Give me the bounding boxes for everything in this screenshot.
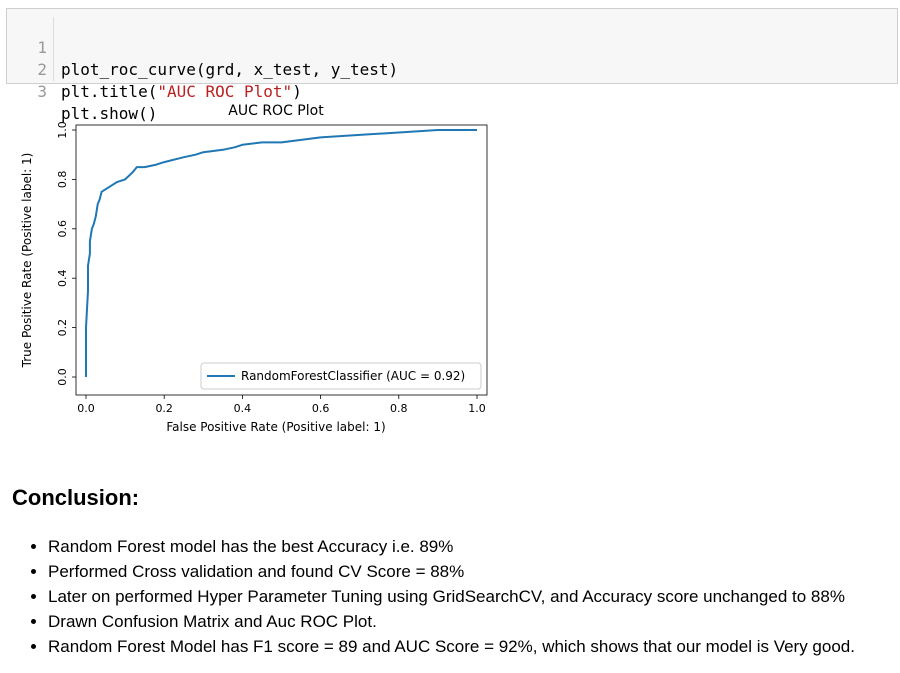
list-item: Drawn Confusion Matrix and Auc ROC Plot. [48, 609, 892, 634]
y-tick-label: 0.8 [56, 171, 69, 189]
conclusion-list: Random Forest model has the best Accurac… [12, 534, 892, 659]
x-axis-label: False Positive Rate (Positive label: 1) [166, 420, 385, 434]
code-text: plot_roc_curve(grd, x_test, y_test) [61, 60, 399, 79]
roc-chart: AUC ROC Plot 0.0 0.2 0.4 0.6 0.8 1.0 0.0 0.2 0.4… [20, 103, 488, 434]
y-axis-label: True Positive Rate (Positive label: 1) [20, 153, 34, 369]
y-tick-label: 0.2 [56, 319, 69, 337]
code-line-1: 1 plot_roc_curve(grd, x_test, y_test) [7, 15, 398, 79]
x-tick-label: 1.0 [468, 402, 486, 415]
code-line-2: 2 plt.title("AUC ROC Plot") [7, 37, 301, 101]
x-tick-label: 0.0 [77, 402, 95, 415]
list-item: Later on performed Hyper Parameter Tunin… [48, 584, 892, 609]
series-line-0 [85, 129, 477, 377]
code-close-paren: ) [292, 82, 302, 101]
code-string: "AUC ROC Plot" [157, 82, 293, 101]
list-item: Performed Cross validation and found CV … [48, 559, 892, 584]
code-call: plt.title( [61, 82, 158, 101]
x-tick-label: 0.6 [312, 402, 330, 415]
x-tick-label: 0.4 [234, 402, 252, 415]
line-number-gutter-divider [53, 17, 54, 81]
markdown-cell: Conclusion: Random Forest model has the … [12, 485, 892, 659]
x-tick-label: 0.8 [390, 402, 408, 415]
y-tick-label: 1.0 [56, 121, 69, 139]
chart-title: AUC ROC Plot [228, 103, 324, 119]
code-text: plt.title("AUC ROC Plot") [61, 81, 302, 103]
line-number: 2 [37, 60, 47, 79]
legend-box [200, 362, 482, 390]
conclusion-heading: Conclusion: [12, 485, 140, 510]
legend-label: RandomForestClassifier (AUC = 0.92) [241, 369, 465, 383]
code-text: plt.show() [61, 104, 158, 123]
list-item: Random Forest model has the best Accurac… [48, 534, 892, 559]
line-number: 1 [37, 38, 47, 57]
code-line-3: 3 plt.show() [7, 59, 157, 123]
y-tick-label: 0.4 [56, 269, 69, 287]
plot-frame [75, 124, 488, 396]
legend: RandomForestClassifier (AUC = 0.92) [200, 362, 482, 390]
cell-output: AUC ROC Plot 0.0 0.2 0.4 0.6 0.8 1.0 0.0 0.2 0.4… [10, 95, 490, 440]
y-tick-label: 0.0 [56, 368, 69, 386]
y-tick-label: 0.6 [56, 220, 69, 238]
x-tick-label: 0.2 [155, 402, 173, 415]
code-cell[interactable]: 1 plot_roc_curve(grd, x_test, y_test) 2 … [6, 8, 898, 123]
list-item: Random Forest Model has F1 score = 89 an… [48, 634, 892, 659]
line-number: 3 [37, 82, 47, 101]
